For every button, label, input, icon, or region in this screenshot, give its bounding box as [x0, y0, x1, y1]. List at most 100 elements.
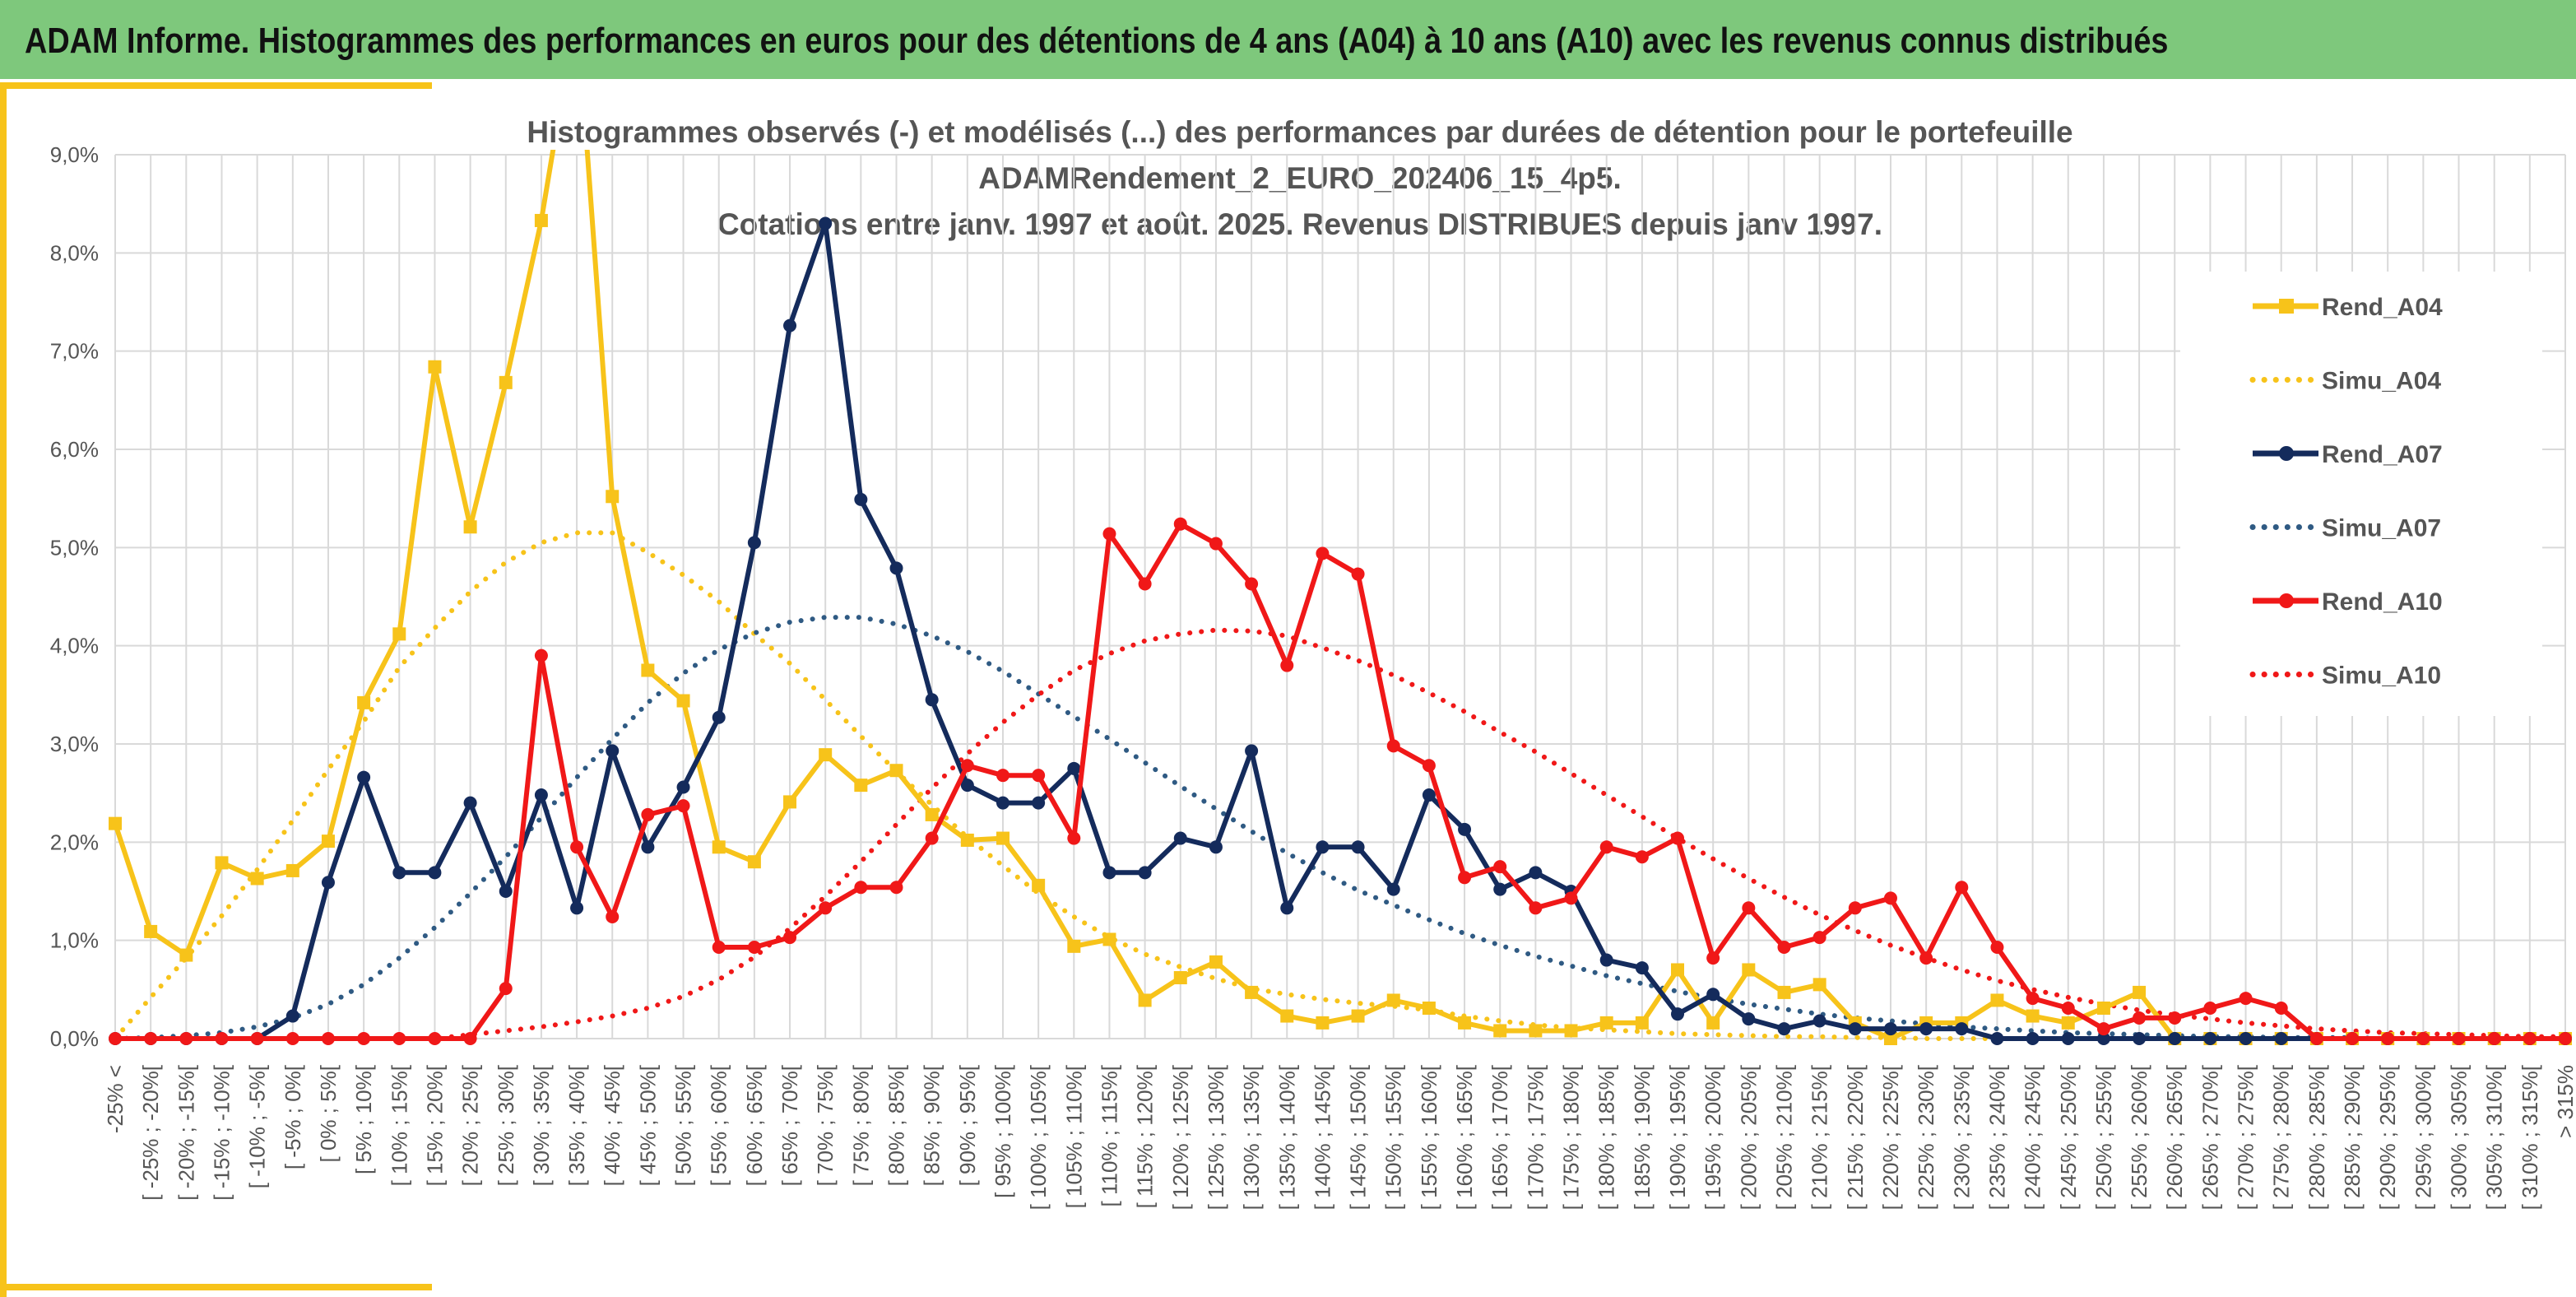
data-point	[2026, 992, 2040, 1006]
data-point	[1742, 1012, 1756, 1026]
x-tick-label: [ 155% ; 160%[	[1417, 1064, 1441, 1210]
x-tick-label: [ 265% ; 270%[	[2198, 1064, 2222, 1210]
data-point	[2061, 1016, 2075, 1030]
data-point	[2274, 1032, 2288, 1045]
x-tick-label: [ 65% ; 70%[	[777, 1064, 802, 1186]
data-point	[1422, 1002, 1436, 1016]
data-point	[854, 779, 868, 793]
data-point	[2133, 1032, 2147, 1045]
x-tick-label: [ 225% ; 230%[	[1914, 1064, 1938, 1210]
x-tick-label: [ 235% ; 240%[	[1984, 1064, 2009, 1210]
data-point	[1351, 567, 1365, 581]
data-point	[250, 1032, 264, 1045]
data-point	[1883, 1022, 1897, 1036]
y-tick-label: 4,0%	[50, 634, 99, 658]
legend-item: Rend_A04	[2253, 294, 2443, 321]
data-point	[712, 840, 726, 854]
data-point	[1245, 744, 1259, 758]
data-point	[889, 764, 903, 778]
data-point	[1280, 658, 1294, 672]
data-point	[1812, 1014, 1826, 1028]
data-point	[1671, 1007, 1685, 1021]
data-point	[1067, 831, 1081, 845]
x-tick-label: [ 80% ; 85%[	[884, 1064, 909, 1186]
x-tick-label: [ 250% ; 255%[	[2091, 1064, 2116, 1210]
data-point	[996, 831, 1010, 845]
data-point	[925, 807, 939, 821]
data-point	[570, 840, 584, 854]
data-point	[1493, 1024, 1507, 1038]
data-point	[1245, 577, 1259, 591]
data-point	[712, 941, 726, 955]
data-point	[2239, 1032, 2253, 1045]
data-point	[215, 856, 229, 870]
x-tick-label: [ 110% ; 115%[	[1097, 1064, 1121, 1206]
data-point	[357, 1032, 371, 1045]
data-point	[1706, 988, 1720, 1002]
data-point	[1883, 1032, 1897, 1045]
data-point	[1209, 955, 1223, 969]
data-point	[1529, 1024, 1543, 1038]
x-tick-label: [ 85% ; 90%[	[920, 1064, 945, 1186]
legend-label: Rend_A04	[2322, 294, 2443, 321]
data-point	[2061, 1032, 2075, 1045]
data-point	[2096, 1002, 2110, 1016]
data-point	[1102, 527, 1116, 541]
data-point	[960, 833, 974, 847]
x-tick-label: [ 115% ; 120%[	[1133, 1064, 1158, 1208]
x-tick-label: [ 170% ; 175%[	[1523, 1064, 1548, 1210]
x-tick-label: [ 0% ; 5%[	[316, 1064, 341, 1162]
data-point	[996, 769, 1010, 783]
data-point	[1564, 1024, 1578, 1038]
data-point	[606, 744, 620, 758]
x-tick-label: [ 165% ; 170%[	[1488, 1064, 1512, 1210]
data-point	[1067, 761, 1081, 775]
data-point	[321, 834, 335, 848]
data-point	[712, 710, 726, 724]
chart-title-line: Cotations entre janv. 1997 et août. 2025…	[717, 207, 1882, 241]
x-tick-label: [ 255% ; 260%[	[2127, 1064, 2151, 1210]
data-point	[606, 910, 620, 924]
x-tick-label: [ 140% ; 145%[	[1310, 1064, 1334, 1210]
data-point	[1812, 931, 1826, 945]
data-point	[819, 901, 833, 915]
data-point	[1919, 1022, 1933, 1036]
x-tick-label: [ 45% ; 50%[	[635, 1064, 660, 1186]
x-tick-label: -25% <	[103, 1065, 128, 1133]
data-point	[1990, 1032, 2004, 1045]
data-point	[1422, 759, 1436, 773]
y-tick-label: 2,0%	[50, 830, 99, 854]
data-point	[570, 901, 584, 915]
x-tick-label: [ 55% ; 60%[	[707, 1064, 731, 1186]
data-point	[1706, 1016, 1720, 1030]
chart-title: Histogrammes observés (-) et modélisés (…	[527, 115, 2072, 241]
data-point	[2096, 1022, 2110, 1036]
data-point	[392, 866, 406, 880]
data-point	[215, 1032, 229, 1045]
accent-line-left	[0, 82, 7, 1297]
page-title: ADAM Informe. Histogrammes des performan…	[25, 21, 2169, 61]
x-tick-label: [ 25% ; 30%[	[494, 1064, 518, 1186]
data-point	[1173, 831, 1187, 845]
data-point	[2168, 1011, 2182, 1025]
x-tick-label: [ 75% ; 80%[	[848, 1064, 873, 1186]
data-point	[179, 1032, 193, 1045]
data-point	[2274, 1002, 2288, 1016]
x-tick-label: [ 50% ; 55%[	[671, 1064, 696, 1186]
data-point	[2168, 1032, 2182, 1045]
x-tick-label: [ 285% ; 290%[	[2340, 1064, 2365, 1210]
data-point	[1173, 517, 1187, 531]
data-point	[534, 648, 548, 662]
legend-label: Rend_A07	[2322, 441, 2443, 468]
data-point	[676, 780, 690, 794]
data-point	[179, 948, 193, 962]
data-point	[1635, 850, 1649, 864]
x-axis: -25% < [ -25% ; -20%[[ -20% ; -15%[[ -15%…	[103, 1064, 2576, 1210]
x-tick-label: [ 215% ; 220%[	[1843, 1064, 1868, 1210]
x-tick-label: [ 135% ; 140%[	[1274, 1064, 1299, 1210]
data-point	[1351, 1009, 1365, 1023]
data-point	[2523, 1032, 2537, 1045]
x-tick-label: [ -20% ; -15%[	[174, 1064, 198, 1201]
data-point	[1316, 546, 1330, 560]
data-point	[1777, 941, 1791, 955]
